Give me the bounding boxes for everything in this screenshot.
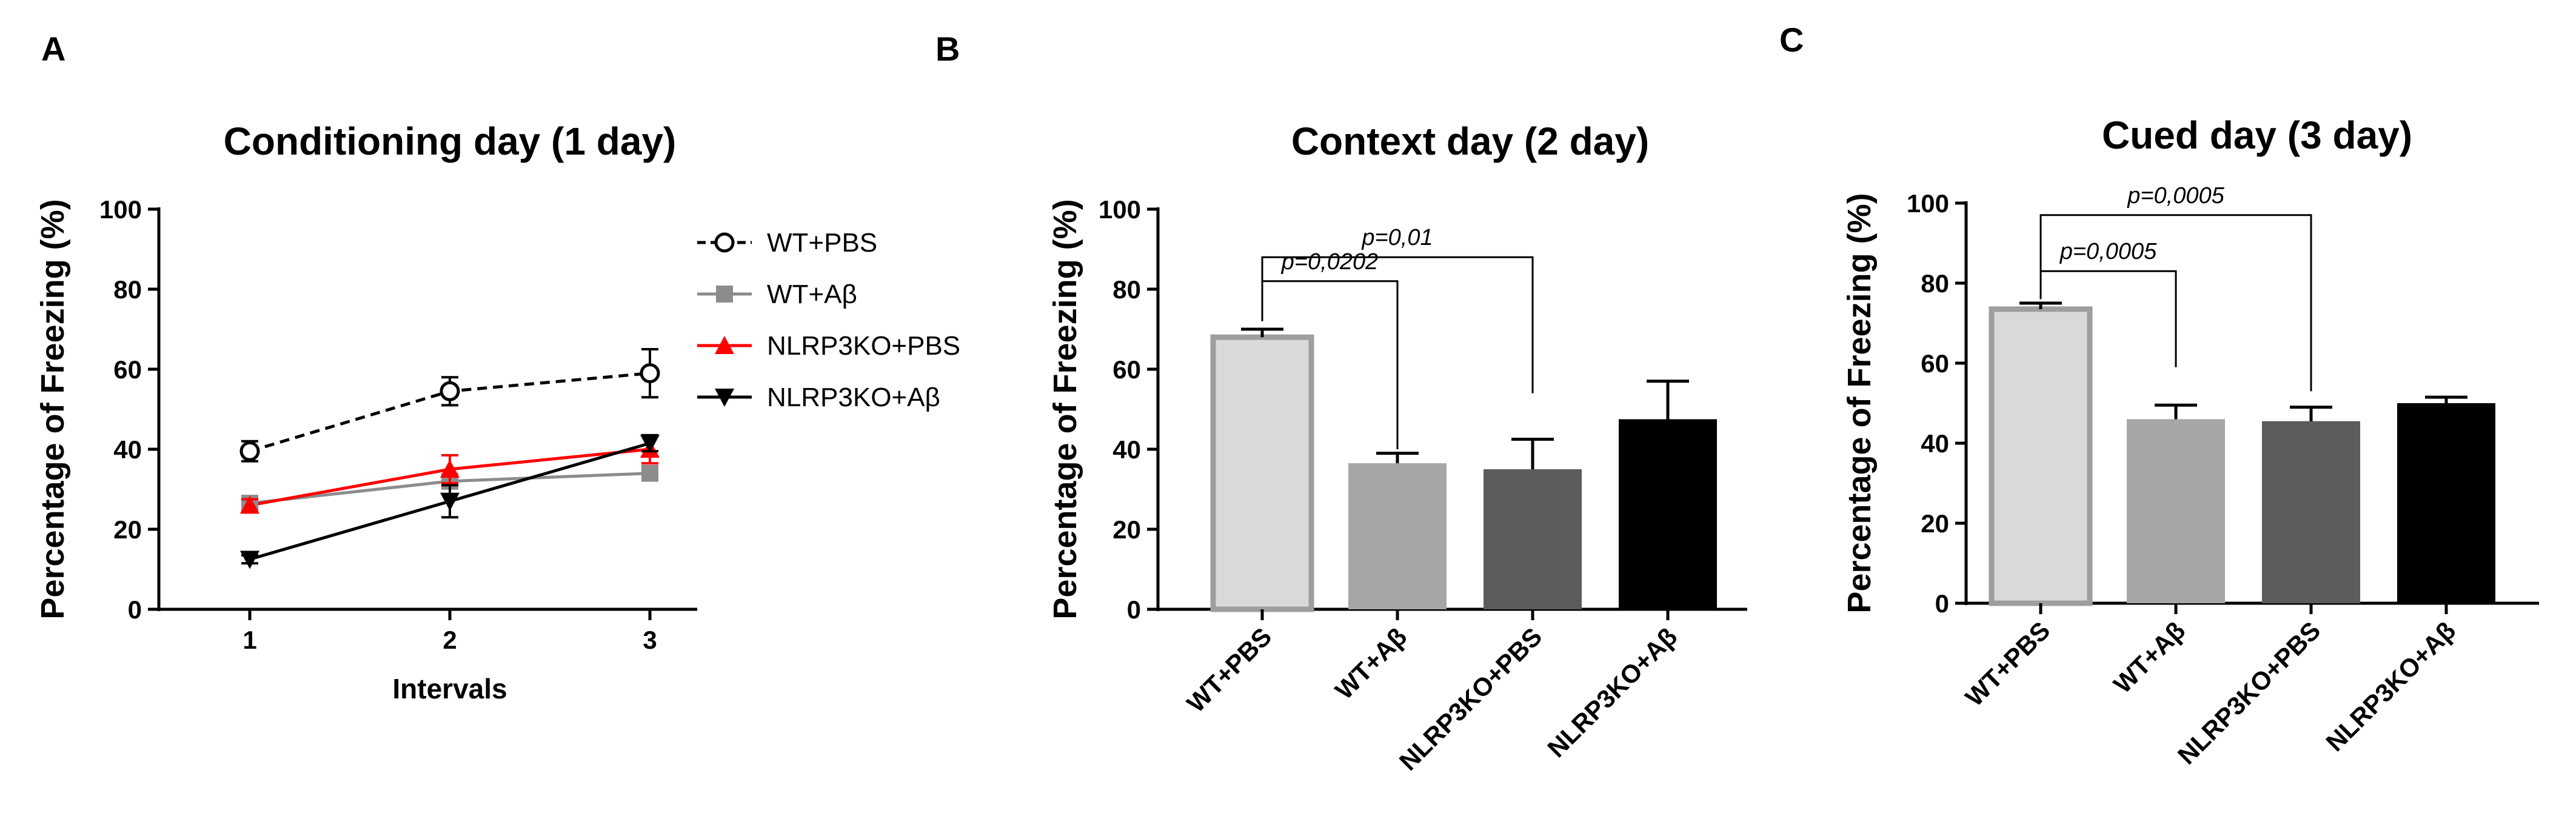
line-chart-conditioning: Conditioning day (1 day) 0 20 40 60 80 100 Perc… — [35, 119, 960, 704]
panel-letter-b: B — [935, 30, 960, 68]
data-point — [641, 464, 658, 482]
x-tick-label: WT+Aβ — [2108, 616, 2190, 698]
chart-title: Cued day (3 day) — [2102, 113, 2412, 157]
chart-title: Context day (2 day) — [1291, 119, 1649, 163]
data-point — [714, 232, 735, 253]
x-tick-label: WT+PBS — [1182, 622, 1277, 718]
x-tick-label: 2 — [443, 626, 457, 654]
y-tick-label: 100 — [1907, 189, 1949, 218]
p-value-label: p=0,0005 — [2127, 183, 2224, 209]
bar — [1619, 419, 1717, 609]
y-tick-label: 0 — [128, 595, 142, 624]
data-point — [715, 389, 734, 407]
y-axis-label: Percentage of Freezing (%) — [1841, 193, 1878, 613]
p-value-label: p=0,01 — [1361, 225, 1433, 250]
data-point — [715, 336, 734, 354]
y-tick-label: 20 — [1112, 515, 1141, 544]
y-tick-label: 20 — [113, 515, 142, 544]
y-tick-label: 80 — [113, 275, 142, 304]
bar — [2397, 403, 2495, 603]
significance-bracket — [2039, 270, 2177, 367]
y-tick-label: 100 — [1099, 195, 1141, 224]
legend-label: WT+Aβ — [767, 279, 857, 309]
panel-letter-a: A — [41, 30, 65, 68]
y-tick-label: 60 — [1112, 355, 1141, 384]
bar-chart-context: Context day (2 day) 0 20 40 60 80 100 Percentag… — [1047, 119, 1747, 776]
x-tick-label: 1 — [243, 626, 256, 654]
y-tick-label: 0 — [1127, 595, 1141, 624]
data-point — [640, 435, 660, 453]
y-axis-label: Percentage of Freezing (%) — [1047, 199, 1083, 619]
legend-label: NLRP3KO+Aβ — [767, 383, 940, 412]
bar-chart-cued: Cued day (3 day) 0 20 40 60 80 100 Percentage o… — [1841, 113, 2539, 770]
y-tick-label: 40 — [1112, 435, 1141, 464]
data-point — [440, 492, 460, 511]
x-tick-label: WT+Aβ — [1330, 622, 1412, 704]
bar — [1484, 469, 1582, 609]
data-point — [716, 286, 733, 303]
data-point — [240, 495, 259, 514]
y-tick-label: 40 — [113, 435, 142, 464]
y-tick-label: 60 — [113, 355, 142, 384]
data-point — [239, 441, 260, 461]
bar — [1210, 334, 1314, 612]
y-axis-label: Percentage of Freezing (%) — [35, 199, 71, 619]
significance-bracket — [1261, 280, 1399, 449]
x-axis-label: Intervals — [392, 673, 507, 704]
y-tick-label: 20 — [1921, 509, 1949, 538]
x-tick-label: NLRP3KO+Aβ — [2320, 616, 2461, 757]
y-tick-label: 80 — [1112, 275, 1141, 304]
data-point — [640, 363, 660, 384]
x-tick-label: NLRP3KO+PBS — [1394, 622, 1548, 776]
bar — [1348, 463, 1447, 609]
y-tick-label: 80 — [1921, 269, 1949, 298]
significance-bracket — [2039, 214, 2312, 392]
bar — [1989, 306, 2093, 606]
panel-letter-c: C — [1779, 21, 1804, 59]
x-tick-label: WT+PBS — [1960, 616, 2056, 712]
x-tick-label: NLRP3KO+Aβ — [1542, 622, 1682, 763]
chart-title: Conditioning day (1 day) — [224, 119, 677, 163]
x-tick-label: NLRP3KO+PBS — [2172, 616, 2326, 770]
y-tick-label: 100 — [99, 195, 142, 224]
y-tick-label: 0 — [1935, 589, 1949, 618]
p-value-label: p=0,0005 — [2059, 239, 2157, 264]
x-tick-label: 3 — [643, 626, 657, 654]
y-tick-label: 60 — [1921, 349, 1949, 378]
bar — [2127, 419, 2225, 603]
bar — [2262, 421, 2360, 603]
y-tick-label: 40 — [1921, 429, 1949, 458]
data-point — [240, 550, 259, 569]
data-point — [440, 381, 460, 401]
legend-label: NLRP3KO+PBS — [767, 331, 960, 361]
legend-label: WT+PBS — [767, 228, 877, 258]
p-value-label: p=0,0202 — [1281, 249, 1379, 275]
data-point — [440, 460, 460, 478]
